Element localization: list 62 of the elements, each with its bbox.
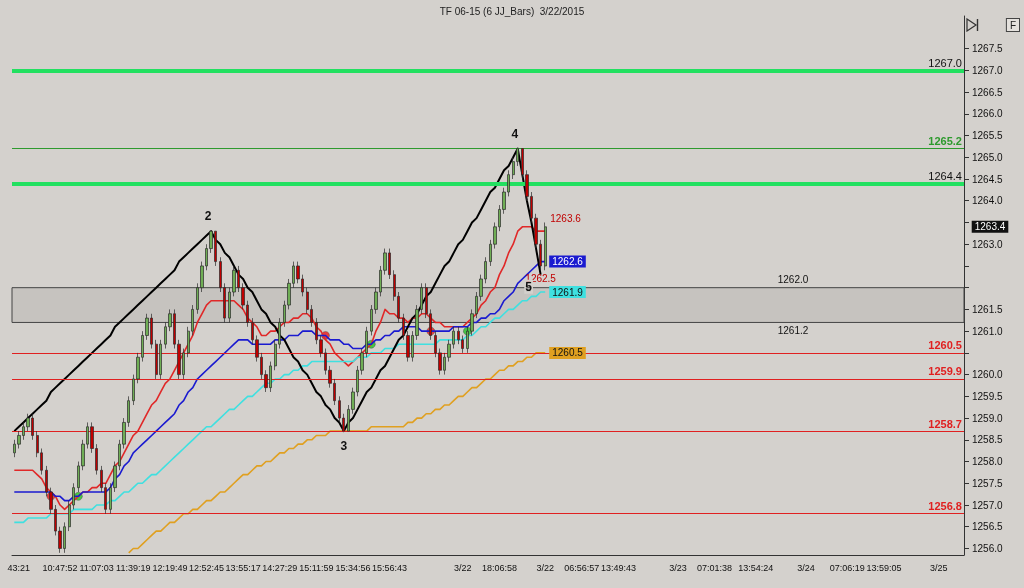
y-tick-label: 1260.0: [972, 369, 1004, 381]
x-tick-label: 3/23: [669, 562, 687, 573]
y-tick-label: 1257.5: [972, 477, 1004, 489]
y-tick-label: 1257.0: [972, 499, 1004, 511]
annotation: 1261.2: [777, 324, 809, 336]
y-tick-label: 1258.5: [972, 434, 1004, 446]
y-tick-label: 1263.0: [972, 238, 1004, 250]
annotation: 1262.0: [777, 274, 809, 286]
y-tick-label: 1266.0: [972, 108, 1004, 120]
annotation: 4: [511, 126, 519, 141]
x-tick-label: 3/25: [930, 562, 948, 573]
y-tick-label: 1267.0: [972, 64, 1004, 76]
y-tick-label: 1266.5: [972, 86, 1004, 98]
y-tick-label: 1265.5: [972, 130, 1004, 142]
x-tick-label: 13:54:24: [738, 562, 774, 573]
ref-line-label: 1267.0: [928, 56, 962, 69]
y-tick-label: 1259.5: [972, 390, 1004, 402]
text: 1263.4: [974, 221, 1006, 233]
y-tick-label: 1261.5: [972, 303, 1004, 315]
x-tick-label: 3/24: [797, 562, 815, 573]
x-tick-label: 12:19:49: [152, 562, 188, 573]
ref-line-label: 1258.7: [928, 417, 962, 430]
text: F: [1009, 19, 1016, 31]
ref-line-label: 1264.4: [928, 169, 962, 182]
ref-line-label: 1256.8: [928, 500, 962, 513]
text: 1263.6: [550, 212, 581, 224]
x-tick-label: 15:11:59: [299, 562, 334, 573]
x-tick-label: 3/22: [454, 562, 472, 573]
x-tick-label: 15:56:43: [372, 562, 408, 573]
y-tick-label: 1264.5: [972, 173, 1004, 185]
x-tick-label: 18:06:58: [481, 562, 517, 573]
ref-line-label: 1260.5: [928, 339, 962, 352]
y-tick-label: 1256.5: [972, 521, 1004, 533]
x-tick-label: 13:55:17: [225, 562, 261, 573]
y-tick-label: 1261.0: [972, 325, 1004, 337]
annotation: 2: [204, 209, 212, 224]
y-tick-label: 1258.0: [972, 456, 1004, 468]
ref-line-label: 1265.2: [928, 135, 962, 148]
y-tick-label: 1265.0: [972, 151, 1004, 163]
ref-line-label: 1259.9: [928, 365, 962, 378]
x-tick-label: 43:21: [7, 562, 31, 573]
y-tick-label: 1264.0: [972, 195, 1004, 207]
y-tick-label: 1267.5: [972, 43, 1004, 55]
x-tick-label: 13:59:05: [866, 562, 902, 573]
data-label: 1261.9: [552, 286, 584, 298]
x-tick-label: 11:07:03: [79, 562, 114, 573]
x-tick-label: 11:39:19: [116, 562, 151, 573]
y-tick-label: 1256.0: [972, 542, 1004, 554]
x-tick-label: 07:06:19: [829, 562, 865, 573]
x-tick-label: 14:27:29: [262, 562, 298, 573]
data-label: 1262.6: [552, 256, 584, 268]
x-tick-label: 3/22: [536, 562, 554, 573]
y-tick-label: 1259.0: [972, 412, 1004, 424]
annotation: 3: [340, 439, 348, 454]
chart-title: TF 06-15 (6 JJ_Bars) 3/22/2015: [439, 5, 585, 17]
x-tick-label: 13:49:43: [600, 562, 636, 573]
x-tick-label: 07:01:38: [697, 562, 733, 573]
x-tick-label: 12:52:45: [189, 562, 225, 573]
x-tick-label: 10:47:52: [42, 562, 78, 573]
x-tick-label: 15:34:56: [335, 562, 371, 573]
data-label: 1260.5: [552, 347, 584, 359]
x-tick-label: 06:56:57: [564, 562, 600, 573]
